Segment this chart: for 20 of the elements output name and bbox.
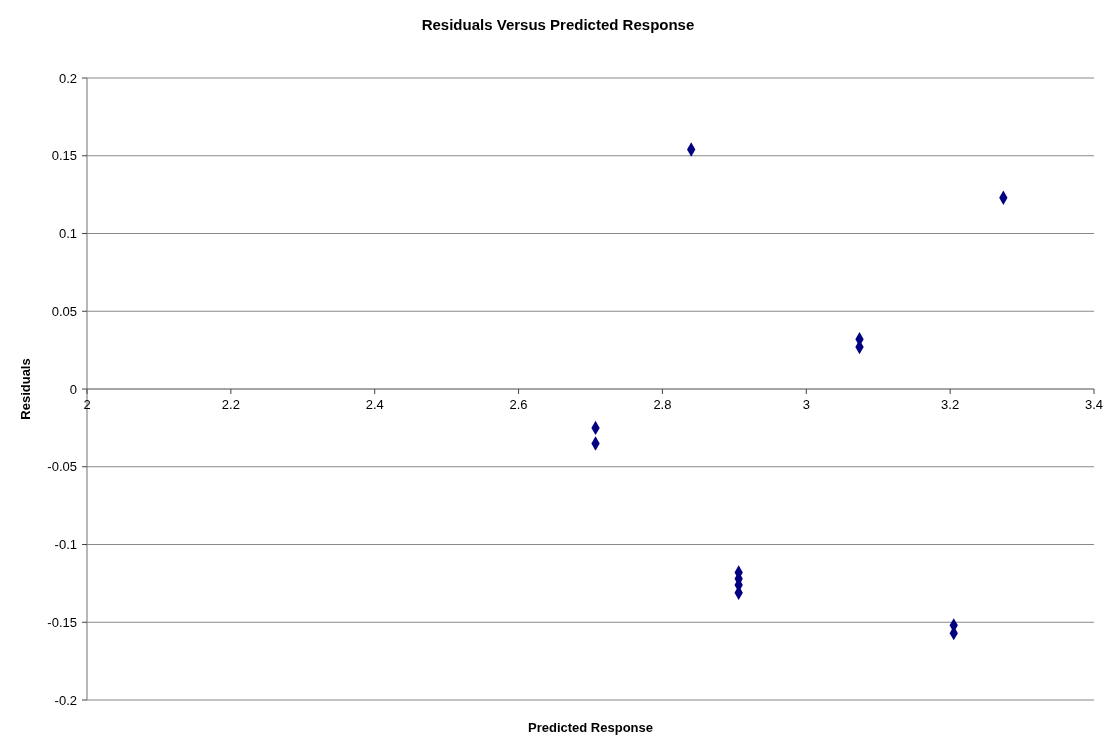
x-tick-label: 2 <box>83 397 91 412</box>
x-tick-label: 2.8 <box>653 397 672 412</box>
y-tick-label: -0.05 <box>47 459 77 475</box>
x-axis-title: Predicted Response <box>528 720 653 735</box>
y-axis-title: Residuals <box>18 358 33 420</box>
y-tick-label: 0.2 <box>58 70 77 86</box>
x-tick-label: 2.4 <box>365 397 384 412</box>
y-tick-label: 0.1 <box>58 226 77 242</box>
x-tick-label: 2.6 <box>509 397 528 412</box>
y-tick-label: 0.15 <box>51 148 77 164</box>
x-tick-label: 3.4 <box>1084 397 1104 412</box>
y-tick-label: 0 <box>69 381 77 397</box>
x-tick-label: 2.2 <box>221 397 240 412</box>
y-tick-label: 0.05 <box>51 303 77 319</box>
x-tick-label: 3.2 <box>941 397 960 412</box>
y-tick-label: -0.2 <box>54 692 77 708</box>
x-tick-label: 3 <box>802 397 810 412</box>
y-tick-label: -0.1 <box>54 537 77 553</box>
y-tick-label: -0.15 <box>47 614 77 630</box>
chart-title: Residuals Versus Predicted Response <box>421 16 695 33</box>
